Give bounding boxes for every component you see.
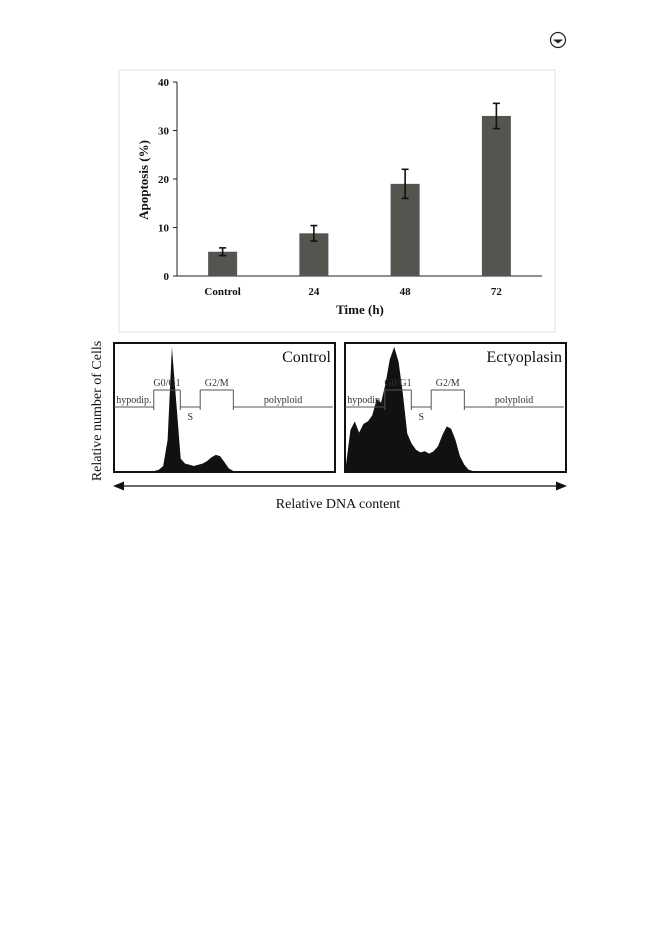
y-tick-label: 0 [164, 271, 170, 283]
bar [390, 183, 420, 276]
region-label: hypodip. [347, 395, 382, 406]
region-label: S [418, 412, 424, 423]
region-label: G0/G1 [384, 378, 411, 389]
region-label: G2/M [205, 378, 229, 389]
panel-label: Ectyoplasin [486, 349, 562, 366]
arrow-right-head-icon [556, 481, 567, 491]
x-tick-label: 72 [491, 286, 503, 298]
y-tick-label: 30 [158, 126, 170, 138]
y-tick-label: 20 [158, 174, 170, 186]
region-label: polyploid [264, 395, 302, 406]
x-tick-label: Control [204, 286, 240, 298]
region-label: polyploid [495, 395, 533, 406]
histogram-area [346, 347, 565, 471]
circled-arrow-icon [549, 31, 567, 49]
arrow-left-head-icon [113, 481, 124, 491]
x-tick-label: 24 [308, 286, 320, 298]
x-axis-label: Time (h) [336, 302, 384, 317]
flow-x-axis-label: Relative DNA content [276, 497, 401, 512]
y-tick-label: 10 [158, 223, 170, 235]
region-label: G2/M [436, 378, 460, 389]
region-label: G0/G1 [153, 378, 180, 389]
apoptosis-bar-chart: 0 10 20 30 40 Control 24 48 72 Apoptosis (%) Ti… [118, 69, 556, 333]
y-tick-label: 40 [158, 77, 170, 89]
panel-label: Control [282, 349, 331, 366]
region-label: hypodip. [116, 395, 151, 406]
x-tick-label: 48 [400, 286, 412, 298]
flow-y-axis-label: Relative number of Cells [90, 341, 105, 481]
histogram-panel-control: Control hypodip.G0/G1 S G2/M polyploid [113, 342, 336, 473]
bar [481, 115, 511, 276]
y-axis-label: Apoptosis (%) [136, 140, 151, 220]
region-label: S [187, 412, 193, 423]
histogram-panel-ectyoplasin: Ectyoplasin hypodip.G0/G1 S G2/M polyploid [344, 342, 567, 473]
histogram-area [115, 347, 334, 471]
